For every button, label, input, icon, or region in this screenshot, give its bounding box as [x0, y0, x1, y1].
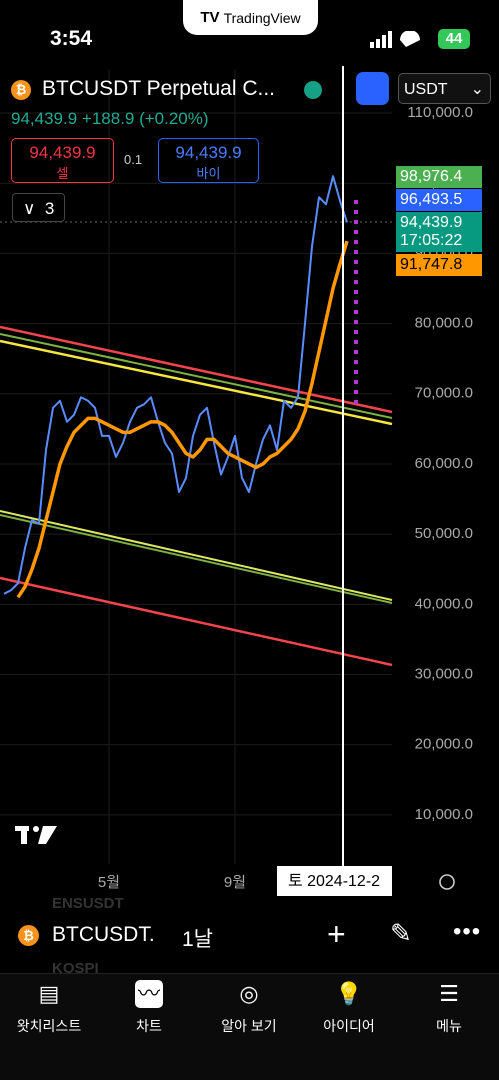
- nav-label: 아이디어: [323, 1018, 375, 1034]
- nav-label: 메뉴: [436, 1018, 462, 1034]
- add-button[interactable]: +: [327, 916, 346, 952]
- quantity[interactable]: 0.1: [124, 152, 143, 167]
- y-tick-label: 110,000.0: [407, 104, 473, 121]
- app-badge: TV TradingView: [183, 0, 318, 35]
- coin-icon: ₿: [18, 925, 39, 946]
- price-label: 94,439.9 17:05:22: [396, 212, 482, 252]
- price-value: 98,976.4: [400, 168, 463, 185]
- watermark: [15, 826, 57, 844]
- price-label: 91,747.8: [396, 254, 482, 276]
- sell-button[interactable]: 94,439.9 셀: [11, 138, 114, 183]
- trend-line: [0, 333, 393, 419]
- price-label: 98,976.4: [396, 166, 482, 188]
- interval[interactable]: 1날: [182, 928, 213, 951]
- nav-icon: 💡: [335, 981, 363, 1006]
- coin-icon: ₿: [11, 80, 31, 100]
- status-icons: [370, 31, 420, 48]
- crosshair-date: 토 2024-12-2: [288, 873, 380, 890]
- buy-button[interactable]: 94,439.9 바이: [158, 138, 259, 183]
- countdown: 17:05:22: [400, 232, 463, 249]
- settings-icon[interactable]: [439, 874, 455, 890]
- trend-line: [0, 576, 393, 667]
- nav-label: 차트: [136, 1018, 162, 1034]
- buy-label: 바이: [196, 166, 221, 181]
- nav-icon: ▤: [38, 981, 60, 1006]
- nav-item[interactable]: ☰ 메뉴: [399, 980, 499, 1036]
- x-tick-label: 5월: [98, 874, 120, 891]
- currency-select[interactable]: USDT ⌄: [398, 73, 491, 104]
- y-tick-label: 20,000.0: [415, 736, 473, 753]
- y-tick-label: 30,000.0: [415, 665, 473, 682]
- currency: USDT: [404, 81, 448, 98]
- nav-icon: ☰: [439, 981, 459, 1006]
- trend-line: [0, 510, 393, 601]
- nav-icon: 〰: [135, 980, 163, 1008]
- x-tick-label: 9월: [224, 874, 246, 891]
- more-button[interactable]: •••: [453, 918, 482, 945]
- symbol-title[interactable]: BTCUSDT Perpetual C...: [42, 77, 276, 100]
- nav-item[interactable]: 💡 아이디어: [299, 980, 399, 1036]
- y-tick-label: 80,000.0: [415, 315, 473, 332]
- trend-line: [0, 339, 393, 426]
- y-tick-label: 10,000.0: [415, 806, 473, 823]
- price-line: [16, 240, 349, 599]
- price-value: 96,493.5: [400, 191, 463, 208]
- symbol[interactable]: BTCUSDT.: [52, 923, 155, 946]
- price-value: 94,439.9: [400, 214, 463, 231]
- time: 3:54: [50, 27, 93, 50]
- y-tick-label: 70,000.0: [415, 385, 473, 402]
- indicators-toggle[interactable]: ∨ 3: [12, 193, 65, 222]
- price-label: 96,493.5: [396, 189, 482, 211]
- price-value: 91,747.8: [400, 256, 463, 273]
- battery: 44: [438, 29, 470, 49]
- nav-item[interactable]: ◎ 알아 보기: [199, 980, 299, 1036]
- y-tick-label: 40,000.0: [415, 595, 473, 612]
- buy-price: 94,439.9: [175, 143, 242, 162]
- crosshair-date-box: [277, 866, 392, 896]
- symbol-bar: ENSUSDT ₿ BTCUSDT. 1날 + ✎ ••• KOSPI: [0, 895, 499, 977]
- y-tick-label: 60,000.0: [415, 455, 473, 472]
- nav-label: 알아 보기: [221, 1018, 277, 1034]
- nav-item[interactable]: ▤ 왓치리스트: [0, 980, 99, 1036]
- nav-item[interactable]: 〰 차트: [99, 980, 199, 1036]
- nav-bar: ▤ 왓치리스트 〰 차트 ◎ 알아 보기 💡 아이디어 ☰ 메뉴: [0, 973, 499, 1080]
- indicator-count: 3: [44, 199, 55, 218]
- prev-symbol[interactable]: ENSUSDT: [52, 895, 124, 912]
- draw-button[interactable]: ✎: [390, 918, 412, 948]
- nav-icon: ◎: [239, 981, 259, 1006]
- nav-label: 왓치리스트: [16, 1018, 82, 1034]
- trend-line: [0, 325, 393, 414]
- price-change: 94,439.9 +188.9 (+0.20%): [11, 109, 209, 128]
- sell-label: 셀: [56, 166, 69, 181]
- y-tick-label: 50,000.0: [415, 525, 473, 542]
- sell-price: 94,439.9: [29, 143, 96, 162]
- app-name: TradingView: [223, 9, 301, 26]
- next-symbol[interactable]: KOSPI: [52, 960, 99, 977]
- market-status: [304, 81, 322, 99]
- trend-line: [0, 514, 393, 604]
- price-line: [3, 175, 348, 595]
- layout-button[interactable]: [356, 72, 389, 105]
